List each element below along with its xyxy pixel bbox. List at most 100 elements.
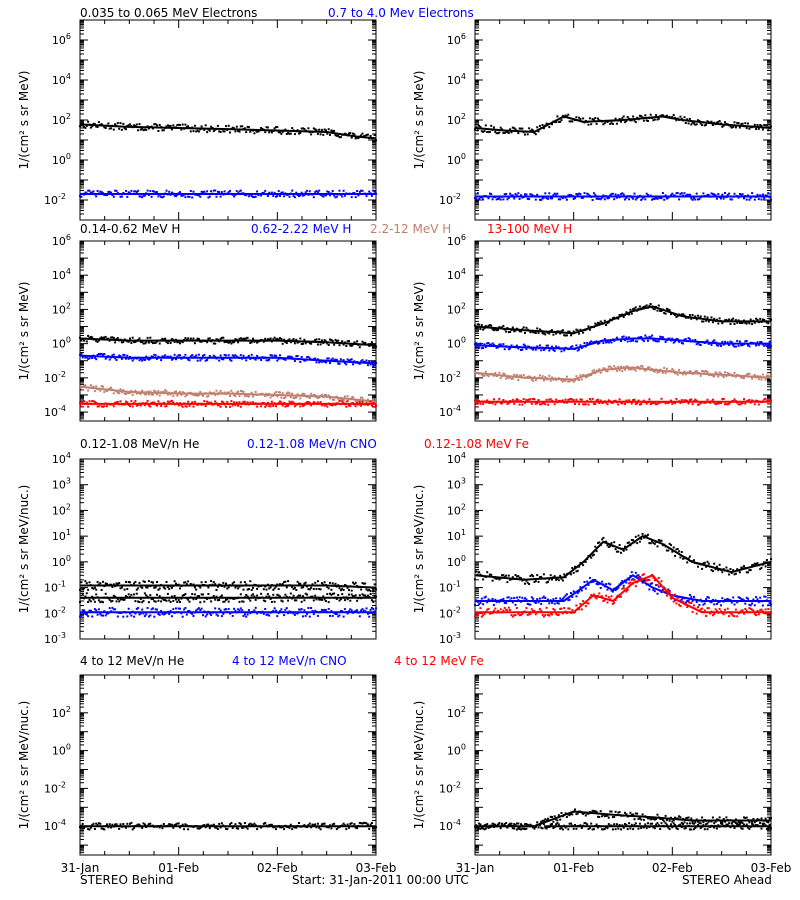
data-point <box>164 354 167 357</box>
data-point <box>191 584 194 587</box>
data-point <box>118 354 121 357</box>
data-point <box>668 309 671 312</box>
data-point <box>565 198 568 201</box>
data-point <box>706 560 709 563</box>
data-point <box>682 119 685 122</box>
data-point <box>507 331 510 334</box>
data-point <box>632 539 635 542</box>
data-point <box>219 354 222 357</box>
data-point <box>112 353 115 356</box>
data-point <box>617 194 620 196</box>
data-point <box>215 195 218 198</box>
data-point <box>521 127 524 130</box>
data-point <box>625 197 628 199</box>
data-point <box>130 357 133 360</box>
data-point <box>595 369 598 372</box>
data-point <box>268 587 271 590</box>
data-point <box>570 398 572 400</box>
data-point <box>594 340 597 343</box>
data-point <box>366 343 369 346</box>
data-point <box>303 609 306 612</box>
data-point <box>502 399 505 401</box>
data-point <box>234 338 237 341</box>
data-point <box>506 596 509 599</box>
data-point <box>651 402 654 405</box>
data-point <box>678 198 681 201</box>
data-point <box>499 402 502 405</box>
data-point <box>243 356 246 359</box>
data-point <box>92 400 95 403</box>
data-point <box>168 391 171 394</box>
data-point <box>563 349 566 352</box>
data-point <box>528 127 531 130</box>
data-point <box>626 340 629 343</box>
data-point <box>670 313 672 316</box>
data-point <box>615 588 618 590</box>
legend-entry-row2-0: 0.12-1.08 MeV/n He <box>80 437 199 451</box>
data-point <box>231 126 234 129</box>
data-point <box>528 345 531 348</box>
data-point <box>281 582 284 585</box>
data-point <box>185 405 188 408</box>
data-point <box>760 378 763 381</box>
data-point <box>183 402 186 405</box>
data-point <box>264 337 267 340</box>
data-point <box>614 548 617 551</box>
data-point <box>614 193 617 196</box>
data-point <box>220 615 223 618</box>
data-point <box>158 124 161 126</box>
data-point <box>269 354 272 357</box>
data-point <box>706 596 709 598</box>
data-point <box>494 344 497 347</box>
data-point <box>524 344 526 347</box>
data-point <box>261 356 264 359</box>
data-point <box>162 338 165 341</box>
data-point <box>515 596 518 599</box>
data-point <box>354 400 357 402</box>
data-point <box>223 341 226 344</box>
data-point <box>541 577 544 580</box>
data-point <box>726 569 729 572</box>
data-point <box>288 400 291 403</box>
data-point <box>307 596 310 599</box>
data-point <box>222 612 225 615</box>
data-point <box>556 346 559 349</box>
data-point <box>203 190 206 193</box>
data-point <box>104 614 107 617</box>
data-point <box>292 397 295 399</box>
data-point <box>356 609 359 612</box>
data-point <box>733 323 736 325</box>
data-point <box>747 571 749 574</box>
data-point <box>705 401 708 404</box>
data-point <box>95 401 98 404</box>
data-point <box>325 584 327 587</box>
data-point <box>146 125 149 128</box>
data-point <box>665 367 668 370</box>
data-point <box>645 119 648 122</box>
data-point <box>655 403 658 406</box>
data-point <box>131 359 134 362</box>
data-point <box>168 190 171 193</box>
data-point <box>254 339 257 342</box>
data-point <box>125 128 127 131</box>
data-point <box>97 192 100 195</box>
data-point <box>733 345 736 348</box>
data-point <box>257 357 260 360</box>
data-point <box>165 125 168 128</box>
data-point <box>303 128 306 130</box>
data-point <box>308 402 311 404</box>
data-point <box>92 190 95 193</box>
data-point <box>642 305 645 308</box>
data-point <box>490 343 493 346</box>
data-point <box>718 600 721 603</box>
data-point <box>356 584 359 587</box>
data-point <box>495 329 498 332</box>
data-point <box>134 340 137 343</box>
data-point <box>730 400 733 403</box>
data-point <box>509 375 512 378</box>
data-point <box>352 581 354 584</box>
data-point <box>503 193 506 196</box>
data-point <box>521 579 524 582</box>
data-point <box>120 357 123 360</box>
data-point <box>578 348 581 351</box>
